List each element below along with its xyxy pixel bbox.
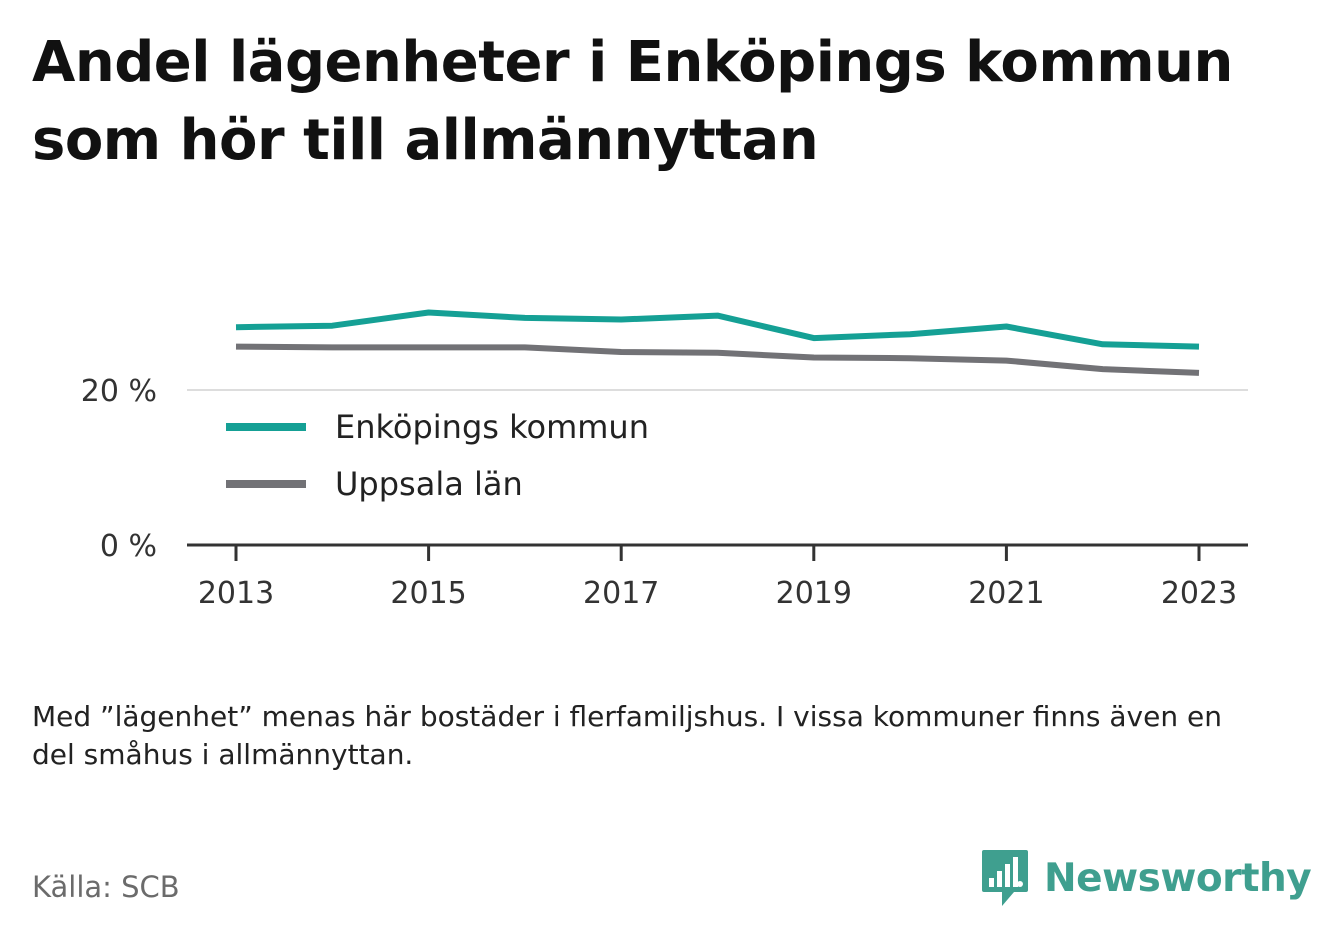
x-tick-label: 2023 [1161, 576, 1237, 611]
logo-text: Newsworthy [1044, 855, 1312, 901]
x-tick-label: 2017 [583, 576, 659, 611]
legend-label: Uppsala län [335, 465, 523, 503]
x-tick-label: 2019 [776, 576, 852, 611]
chart-title: Andel lägenheter i Enköpings kommun som … [32, 30, 1233, 173]
x-tick-label: 2021 [968, 576, 1044, 611]
legend-label: Enköpings kommun [335, 408, 649, 446]
series-line [235, 343, 1200, 376]
line-chart: 0 % 20 % 2013 2015 2017 2019 2021 2023 Enköpin… [81, 309, 1248, 611]
chart-note: Med ”lägenhet” menas här bostäder i fler… [32, 700, 1222, 771]
y-axis-labels: 0 % 20 % [81, 374, 157, 564]
source-label: Källa: SCB [32, 870, 180, 904]
newsworthy-logo-icon [982, 850, 1028, 906]
y-tick-label: 20 % [81, 374, 157, 409]
x-tick-label: 2013 [198, 576, 274, 611]
legend: Enköpings kommun Uppsala län [226, 408, 649, 503]
x-tick-label: 2015 [390, 576, 466, 611]
x-axis: 2013 2015 2017 2019 2021 2023 [187, 543, 1248, 611]
y-tick-label: 0 % [100, 529, 157, 564]
series-line [235, 309, 1200, 350]
newsworthy-logo[interactable]: Newsworthy [980, 848, 1312, 908]
series-lines [235, 309, 1200, 376]
